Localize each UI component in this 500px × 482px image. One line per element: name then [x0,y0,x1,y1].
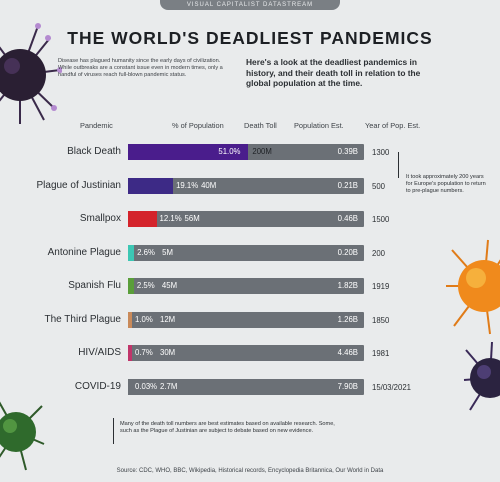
annotation-arrow [113,418,114,444]
bar-spanish-flu [128,278,134,294]
virus-illustration-right-orange [446,239,500,335]
bar-track-plague-of-justinian: 19.1% 40M 0.21B [128,177,364,194]
column-header-pandemic: Pandemic [80,121,113,130]
pct-label-black-death: 51.0% [218,147,241,156]
virus-illustration-top-left [0,23,62,124]
bar-covid-19 [128,378,132,395]
bar-track-black-death: 51.0% 200M 0.39B [128,144,364,160]
row-label-plague-of-justinian: Plague of Justinian [36,179,121,191]
pct-label-plague-of-justinian: 19.1% [176,180,199,190]
row-label-black-death: Black Death [67,146,121,157]
pct-label-smallpox: 12.1% [159,214,182,223]
deaths-label-spanish-flu: 45M [161,281,178,290]
bar-the-third-plague [128,311,132,328]
year-label-the-third-plague: 1850 [372,315,390,325]
column-header-pop: Population Est. [294,121,344,130]
year-label-antonine-plague: 200 [372,248,386,258]
virus-illustration-right-purple [463,341,500,411]
column-header-deaths: Death Toll [244,121,277,130]
pct-label-hiv-aids: 0.7% [135,348,153,357]
brand-tab: VISUAL CAPITALIST DATASTREAM [160,0,340,10]
bar-hiv-aids [128,345,132,361]
pop-label-hiv-aids: 4.46B [337,348,358,357]
bar-smallpox [128,211,157,227]
deaths-label-covid-19: 2.7M [160,381,178,391]
deaths-label-antonine-plague: 5M [162,247,173,257]
row-label-antonine-plague: Antonine Plague [47,246,121,258]
deaths-label-black-death: 200M [252,147,272,156]
year-label-spanish-flu: 1919 [372,282,390,291]
deaths-label-the-third-plague: 12M [160,314,176,324]
virus-illustration-bottom-left [0,401,45,471]
row-label-the-third-plague: The Third Plague [44,313,121,325]
footnote: Many of the death toll numbers are best … [120,421,335,435]
year-label-covid-19: 15/03/2021 [372,382,412,392]
bar-track-smallpox: 12.1% 56M 0.46B [128,211,364,227]
deaths-label-plague-of-justinian: 40M [201,180,217,190]
bar-track-hiv-aids: 0.7% 30M 4.46B [128,345,364,361]
row-label-smallpox: Smallpox [79,213,121,224]
row-label-hiv-aids: HIV/AIDS [78,347,121,358]
pop-label-smallpox: 0.46B [337,214,358,223]
pct-label-spanish-flu: 2.5% [136,281,155,290]
bar-track-antonine-plague: 2.6% 5M 0.20B [128,244,364,261]
year-label-black-death: 1300 [372,148,390,157]
year-label-plague-of-justinian: 500 [372,181,386,191]
year-label-smallpox: 1500 [372,215,390,224]
pop-label-plague-of-justinian: 0.21B [337,180,358,190]
annotation-leader-line [398,152,399,178]
bar-antonine-plague [128,244,135,261]
bar-track-the-third-plague: 1.0% 12M 1.26B [128,311,364,328]
pop-label-antonine-plague: 0.20B [337,247,358,257]
pct-label-antonine-plague: 2.6% [137,247,155,257]
bar-track-covid-19: 0.03% 2.7M 7.90B [128,378,364,395]
column-header-year: Year of Pop. Est. [365,121,421,130]
year-label-hiv-aids: 1981 [372,349,390,358]
row-label-covid-19: COVID-19 [74,380,121,392]
source-line: Source: CDC, WHO, BBC, Wikipedia, Histor… [116,468,384,474]
bar-plague-of-justinian [128,177,174,194]
pct-label-covid-19: 0.03% [135,381,158,391]
pop-label-the-third-plague: 1.26B [337,314,358,324]
bar-track-spanish-flu: 2.5% 45M 1.82B [128,278,364,294]
page-title: THE WORLD'S DEADLIEST PANDEMICS [67,28,433,48]
bar-black-death [128,144,249,160]
annotation-black-death: It took approximately 200 years for Euro… [406,174,486,194]
row-label-spanish-flu: Spanish Flu [68,280,121,291]
column-header-pct: % of Population [172,121,224,130]
pop-label-covid-19: 7.90B [337,381,358,391]
intro-text: Disease has plagued humanity since the e… [58,58,223,79]
pop-label-spanish-flu: 1.82B [337,281,358,290]
pop-label-black-death: 0.39B [337,147,358,156]
deaths-label-smallpox: 56M [184,214,200,223]
pct-label-the-third-plague: 1.0% [135,314,153,324]
intro-subheading: Here's a look at the deadliest pandemics… [246,57,421,89]
deaths-label-hiv-aids: 30M [160,348,176,357]
